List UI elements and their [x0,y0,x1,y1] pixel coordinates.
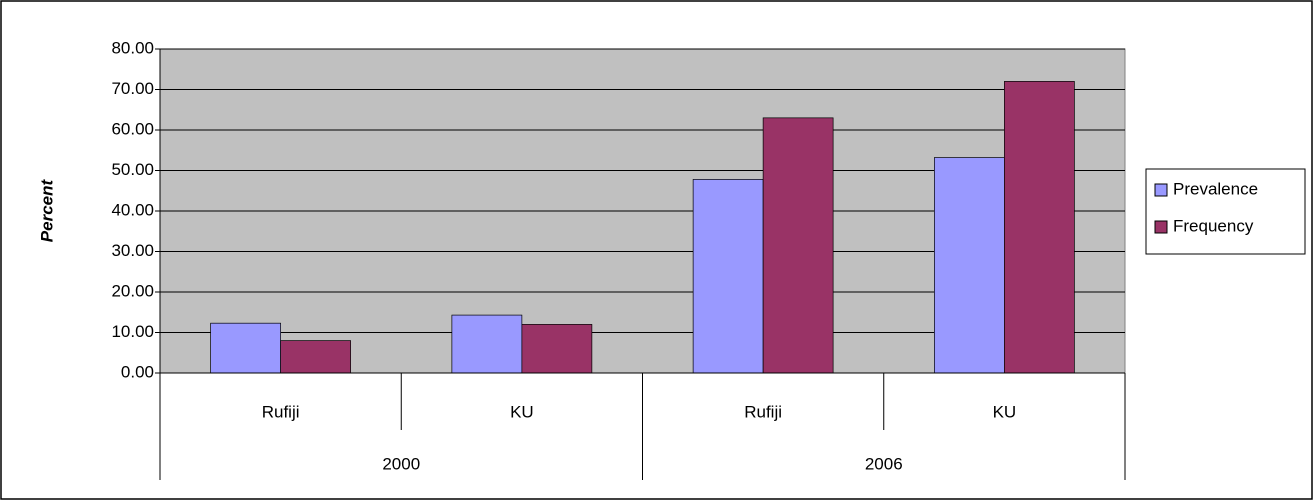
y-tick-label: 70.00 [111,79,154,98]
y-tick-label: 10.00 [111,322,154,341]
x-tick-label: KU [510,402,534,421]
y-tick-label: 50.00 [111,160,154,179]
legend-swatch [1154,220,1168,234]
bar [280,340,351,374]
y-tick-label: 0.00 [121,362,154,381]
bar [521,324,593,374]
legend-box [1145,168,1306,255]
y-axis-label: Percent [37,178,56,242]
bar [934,157,1005,374]
bar [451,314,523,374]
group-label: 2006 [865,454,903,473]
bar [210,322,281,374]
bar [692,179,764,374]
y-tick-label: 20.00 [111,281,154,300]
legend-label: Frequency [1173,216,1254,235]
x-tick-label: Rufiji [262,402,300,421]
bar [762,117,834,374]
y-tick-label: 40.00 [111,200,154,219]
y-tick-label: 30.00 [111,241,154,260]
y-tick-label: 60.00 [111,119,154,138]
legend-swatch [1154,183,1168,197]
legend-label: Prevalence [1173,179,1258,198]
y-tick-label: 80.00 [111,38,154,57]
x-tick-label: Rufiji [744,402,782,421]
bar [1004,81,1075,374]
x-tick-label: KU [993,402,1017,421]
group-label: 2000 [382,454,420,473]
